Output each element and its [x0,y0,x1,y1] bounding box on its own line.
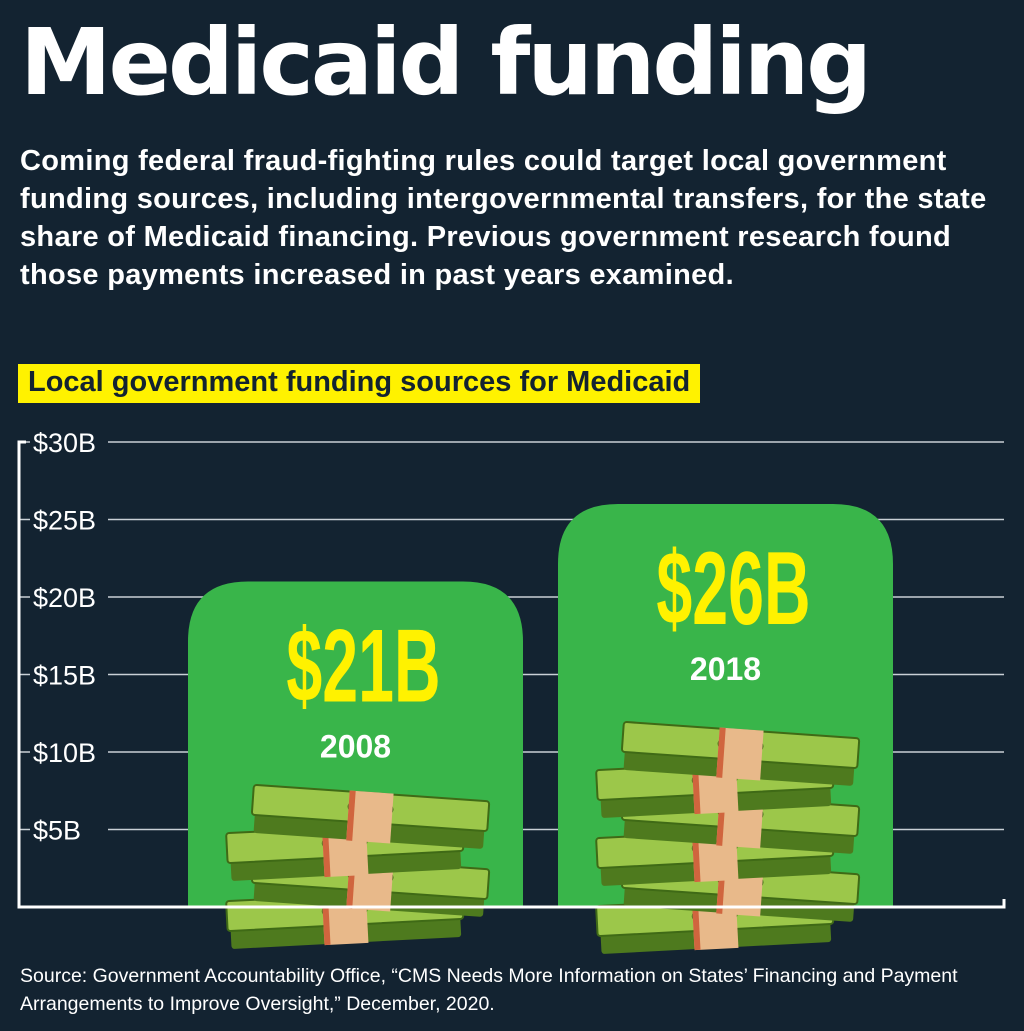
money-bill [620,721,861,786]
bar-group: $26B 2018 [558,504,893,954]
value-label: $21B [286,609,440,724]
bill-band-edge [346,790,356,841]
tick-label-bg [30,503,108,536]
bar-chart: $5B $10B $15B $20B $25B $30B $21B 2008 $26B 2018 [17,426,1006,954]
bar-group: $21B 2008 [188,581,523,949]
bill-band-edge [321,826,331,878]
y-tick-label: $5B [33,816,81,846]
tick-label-bg [30,581,108,613]
category-label: 2018 [690,651,761,687]
bill-band-edge [691,831,701,883]
y-tick-label: $10B [33,738,96,768]
y-tick-label: $30B [33,428,96,458]
bill-band-edge [691,899,701,951]
tick-label-bg [30,813,108,846]
page-title: Medicaid funding [20,9,872,116]
axis-line [17,440,1006,909]
y-tick-label: $15B [33,661,96,691]
money-bill [250,784,491,849]
source-note: Source: Government Accountability Office… [20,965,958,1015]
tick-label-bg [30,426,108,458]
bill-band [346,790,394,844]
subtitle: Coming federal fraud-fighting rules coul… [20,145,987,291]
axes [17,440,1006,909]
tick-label-bg [30,658,108,691]
bill-band-edge [691,763,701,815]
bars: $21B 2008 $26B 2018 [188,504,893,954]
y-tick-label: $25B [33,506,96,536]
tick-label-bg [30,736,108,768]
value-label: $26B [656,531,810,646]
bill-band-edge [716,727,726,778]
y-tick-label: $20B [33,583,96,613]
category-label: 2008 [320,729,391,765]
bill-band [716,727,764,781]
chart-title: Local government funding sources for Med… [18,364,701,403]
